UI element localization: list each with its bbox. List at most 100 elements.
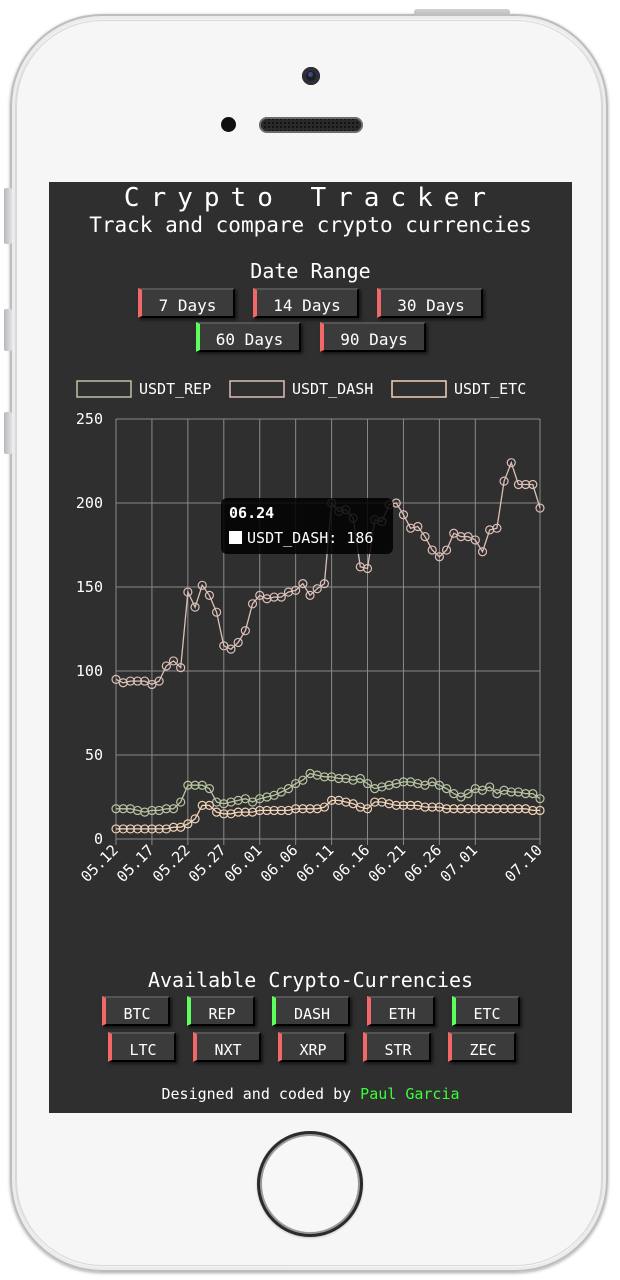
data-point [398, 800, 409, 810]
data-point [283, 784, 294, 794]
currency-nxt-button[interactable]: NXT [193, 1032, 261, 1062]
data-point [204, 590, 215, 600]
currency-dash-button[interactable]: DASH [272, 996, 350, 1026]
data-point [427, 777, 437, 787]
data-point [499, 804, 509, 814]
data-point [456, 792, 466, 802]
x-tick-label-6: 06.11 [293, 841, 338, 886]
data-point [154, 824, 164, 834]
data-point [147, 805, 157, 816]
data-point [255, 590, 265, 600]
data-point [413, 521, 423, 532]
data-point [492, 804, 502, 814]
x-tick-label-10: 07.01 [436, 841, 481, 886]
data-point [305, 590, 315, 600]
data-point [492, 523, 502, 533]
data-point [291, 804, 301, 814]
x-tick-label-4: 06.01 [221, 841, 266, 886]
mute-switch [4, 188, 12, 244]
y-tick-label-2: 100 [76, 662, 103, 680]
data-point [477, 547, 488, 557]
currency-str-button[interactable]: STR [363, 1032, 431, 1062]
data-point [269, 790, 279, 800]
currency-zec-button[interactable]: ZEC [448, 1032, 516, 1062]
x-tick-label-8: 06.21 [365, 841, 410, 886]
home-button[interactable] [257, 1131, 363, 1237]
data-point [406, 800, 416, 810]
y-tick-label-3: 150 [76, 578, 103, 596]
data-point [176, 797, 186, 807]
data-point [219, 809, 229, 819]
data-point [499, 476, 509, 486]
range-7-days-button[interactable]: 7 Days [138, 288, 235, 318]
data-point [168, 822, 179, 832]
data-point [140, 676, 150, 686]
power-button [414, 9, 510, 16]
y-tick-label-1: 50 [85, 746, 103, 764]
data-point [362, 804, 373, 814]
tooltip-label: USDT_DASH: 186 [247, 529, 373, 547]
data-point [190, 814, 200, 824]
data-point [305, 804, 315, 814]
data-point [291, 778, 301, 789]
range-14-days-button[interactable]: 14 Days [253, 288, 359, 318]
data-point [441, 804, 452, 814]
currencies-heading: Available Crypto-Currencies [147, 968, 474, 992]
data-point [420, 532, 430, 542]
tooltip-title: 06.24 [229, 504, 274, 522]
data-point [132, 676, 143, 686]
page-subtitle: Track and compare crypto currencies [89, 213, 532, 237]
range-30-days-button[interactable]: 30 Days [377, 288, 483, 318]
data-point [204, 784, 215, 794]
data-point [427, 545, 437, 555]
currency-rep-button[interactable]: REP [187, 996, 255, 1026]
data-point [348, 799, 358, 809]
data-point [147, 824, 157, 834]
data-point [312, 584, 322, 594]
author-link[interactable]: Paul Garcia [360, 1085, 460, 1103]
legend-swatch-2 [391, 380, 447, 398]
data-point [463, 532, 473, 542]
data-point [470, 804, 480, 814]
data-point [398, 777, 409, 787]
currency-btc-button[interactable]: BTC [102, 996, 170, 1026]
data-point [233, 637, 243, 648]
currency-xrp-button[interactable]: XRP [278, 1032, 346, 1062]
data-point [326, 795, 337, 805]
data-point [168, 656, 179, 666]
data-point [434, 780, 444, 790]
range-60-days-button[interactable]: 60 Days [196, 322, 301, 352]
x-tick-label-5: 06.06 [257, 841, 302, 886]
currency-eth-button[interactable]: ETH [367, 996, 435, 1026]
data-point [197, 780, 207, 790]
range-90-days-button[interactable]: 90 Days [320, 322, 426, 352]
currency-ltc-button[interactable]: LTC [108, 1032, 176, 1062]
data-point [176, 663, 186, 673]
front-camera [302, 67, 320, 85]
data-point [197, 580, 207, 590]
data-point [212, 607, 222, 617]
data-point [269, 805, 279, 816]
currency-etc-button[interactable]: ETC [452, 996, 520, 1026]
data-point [183, 587, 193, 597]
data-point [528, 805, 538, 816]
data-point [441, 784, 452, 794]
data-point [176, 822, 186, 832]
x-tick-label-3: 05.27 [185, 841, 230, 886]
data-point [240, 626, 250, 636]
data-point [118, 824, 128, 834]
data-point [441, 545, 452, 555]
data-point [463, 804, 473, 814]
data-point [219, 641, 229, 651]
data-point [319, 579, 330, 589]
x-tick-label-7: 06.16 [329, 841, 374, 886]
data-point [362, 778, 373, 789]
data-point [362, 563, 373, 574]
data-point [291, 585, 301, 595]
data-point [535, 805, 545, 816]
y-tick-label-5: 250 [76, 410, 103, 428]
data-point [269, 592, 279, 602]
data-point [535, 794, 545, 804]
data-point [521, 479, 531, 490]
y-tick-label-0: 0 [94, 830, 103, 848]
